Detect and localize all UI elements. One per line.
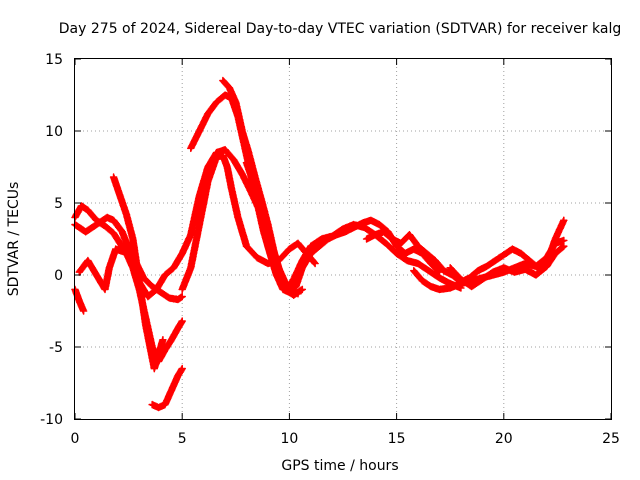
data-series (71, 76, 568, 412)
y-tick-label: -10 (40, 412, 63, 428)
y-tick-label: 5 (54, 196, 63, 212)
y-axis-label: SDTVAR / TECUs (6, 182, 22, 297)
series-sat-c (109, 173, 167, 373)
x-tick-labels: 0 5 10 15 20 25 (71, 431, 620, 447)
marker-trace (109, 173, 167, 373)
marker-trace (242, 158, 302, 298)
plot-frame (74, 58, 612, 420)
x-tick-label: 15 (388, 431, 406, 447)
y-tick-label: 0 (54, 268, 63, 284)
series-sat-d (178, 151, 319, 294)
series-sat-m (446, 242, 568, 291)
marker-trace (446, 242, 568, 291)
series-sat-h (75, 245, 186, 304)
marker-trace (178, 151, 319, 294)
x-axis-label: GPS time / hours (281, 458, 398, 474)
series-sat-j (148, 364, 186, 412)
x-tick-label: 0 (71, 431, 80, 447)
x-tick-label: 25 (602, 431, 620, 447)
x-tick-label: 10 (280, 431, 298, 447)
chart-title: Day 275 of 2024, Sidereal Day-to-day VTE… (59, 21, 621, 37)
y-tick-labels: -10 -5 0 5 10 15 (40, 52, 63, 428)
x-tick-label: 5 (178, 431, 187, 447)
y-tick-label: 10 (45, 124, 63, 140)
tick-marks (74, 58, 612, 420)
x-tick-label: 20 (495, 431, 513, 447)
marker-trace (148, 364, 186, 412)
y-tick-label: -5 (49, 340, 63, 356)
marker-trace (75, 245, 186, 304)
series-sat-g (242, 158, 302, 298)
y-tick-label: 15 (45, 52, 63, 68)
